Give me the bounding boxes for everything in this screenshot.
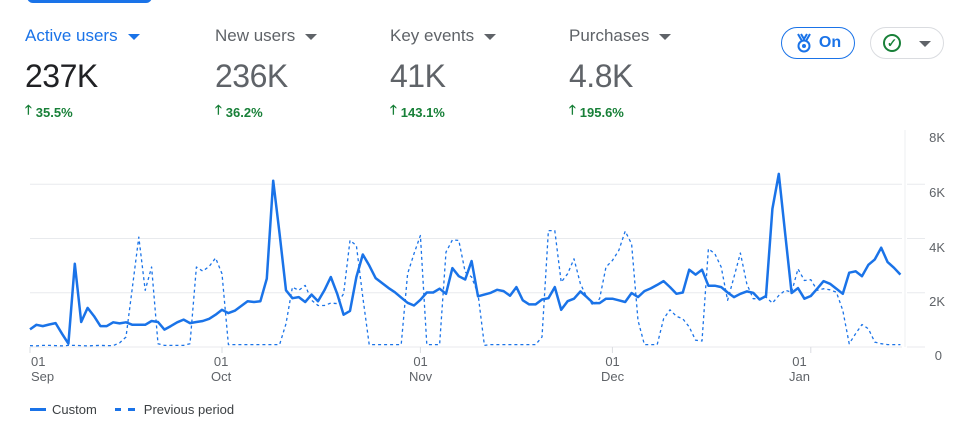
x-tick-month: Jan: [789, 369, 810, 384]
legend-dashed-line-icon: [114, 408, 135, 411]
y-tick-label: 4K: [929, 240, 945, 255]
x-tick-label: 01 Oct: [211, 354, 231, 384]
metric-value: 236K: [215, 58, 288, 94]
x-tick-label: 01 Nov: [409, 354, 432, 384]
legend-item-previous-period: Previous period: [143, 402, 235, 417]
x-tick-day: 01: [605, 354, 620, 369]
y-tick-label: 6K: [929, 185, 945, 200]
insights-toggle-button[interactable]: On: [781, 27, 855, 59]
series-line-custom: [29, 172, 902, 345]
caret-down-icon: [305, 34, 318, 40]
delta-text: 36.2%: [225, 104, 263, 120]
x-tick-month: Nov: [409, 369, 433, 384]
y-tick-label: 2K: [929, 294, 945, 309]
legend-item-custom: Custom: [52, 402, 97, 417]
status-dropdown-button[interactable]: ✓: [870, 27, 944, 59]
metric-delta: 🡑 143.1%: [390, 101, 496, 123]
metric-value: 4.8K: [569, 58, 633, 94]
x-tick-label: 01 Jan: [789, 354, 810, 384]
caret-down-icon: [484, 34, 497, 40]
metric-label-text: New users: [215, 26, 296, 45]
caret-down-icon: [127, 34, 140, 40]
metric-delta: 🡑 35.5%: [25, 101, 140, 123]
metric-delta: 🡑 36.2%: [215, 101, 317, 123]
metric-label[interactable]: Purchases: [569, 24, 672, 48]
x-tick-month: Oct: [211, 369, 232, 384]
metric-label[interactable]: Active users: [25, 24, 140, 48]
arrow-up-icon: 🡑: [215, 102, 222, 117]
legend-solid-line-icon: [30, 408, 46, 411]
x-tick-day: 01: [413, 354, 428, 369]
delta-text: 35.5%: [35, 104, 73, 120]
metric-value: 41K: [390, 58, 446, 94]
series-lines: [29, 172, 902, 347]
y-tick-label: 0: [934, 348, 942, 363]
series-line-previous-period: [29, 229, 901, 347]
metric-new-users[interactable]: New users 236K 🡑 36.2%: [215, 24, 318, 123]
delta-text: 143.1%: [400, 104, 445, 120]
medal-icon: [797, 33, 811, 53]
check-circle-icon: ✓: [883, 34, 901, 52]
y-tick-label: 8K: [929, 130, 945, 145]
x-tick-label: 01 Dec: [601, 354, 624, 384]
x-tick-month: Dec: [601, 369, 625, 384]
caret-down-icon: [919, 41, 931, 47]
metric-value: 237K: [25, 58, 98, 94]
metric-label-text: Purchases: [569, 26, 650, 45]
arrow-up-icon: 🡑: [569, 102, 576, 117]
x-tick-day: 01: [213, 354, 229, 369]
caret-down-icon: [659, 34, 672, 40]
top-button-edge[interactable]: [27, 0, 152, 3]
metric-delta: 🡑 195.6%: [569, 101, 671, 123]
metric-label-text: Key events: [390, 26, 475, 45]
metric-label[interactable]: New users: [215, 24, 318, 48]
x-tick-day: 01: [31, 354, 46, 369]
metric-purchases[interactable]: Purchases 4.8K 🡑 195.6%: [569, 24, 672, 123]
arrow-up-icon: 🡑: [25, 102, 32, 117]
x-tick-day: 01: [792, 354, 807, 369]
metric-label-text: Active users: [25, 26, 118, 45]
toggle-label: On: [818, 34, 842, 51]
delta-text: 195.6%: [579, 104, 624, 120]
x-tick-label: 01 Sep: [31, 354, 54, 384]
arrow-up-icon: 🡑: [390, 102, 397, 117]
x-tick-month: Sep: [31, 369, 55, 384]
chart-legend: Custom Previous period: [30, 402, 234, 417]
metric-active-users[interactable]: Active users 237K 🡑 35.5%: [25, 24, 140, 123]
metric-key-events[interactable]: Key events 41K 🡑 143.1%: [390, 24, 497, 123]
gridlines: [29, 130, 925, 353]
metric-label[interactable]: Key events: [390, 24, 497, 48]
